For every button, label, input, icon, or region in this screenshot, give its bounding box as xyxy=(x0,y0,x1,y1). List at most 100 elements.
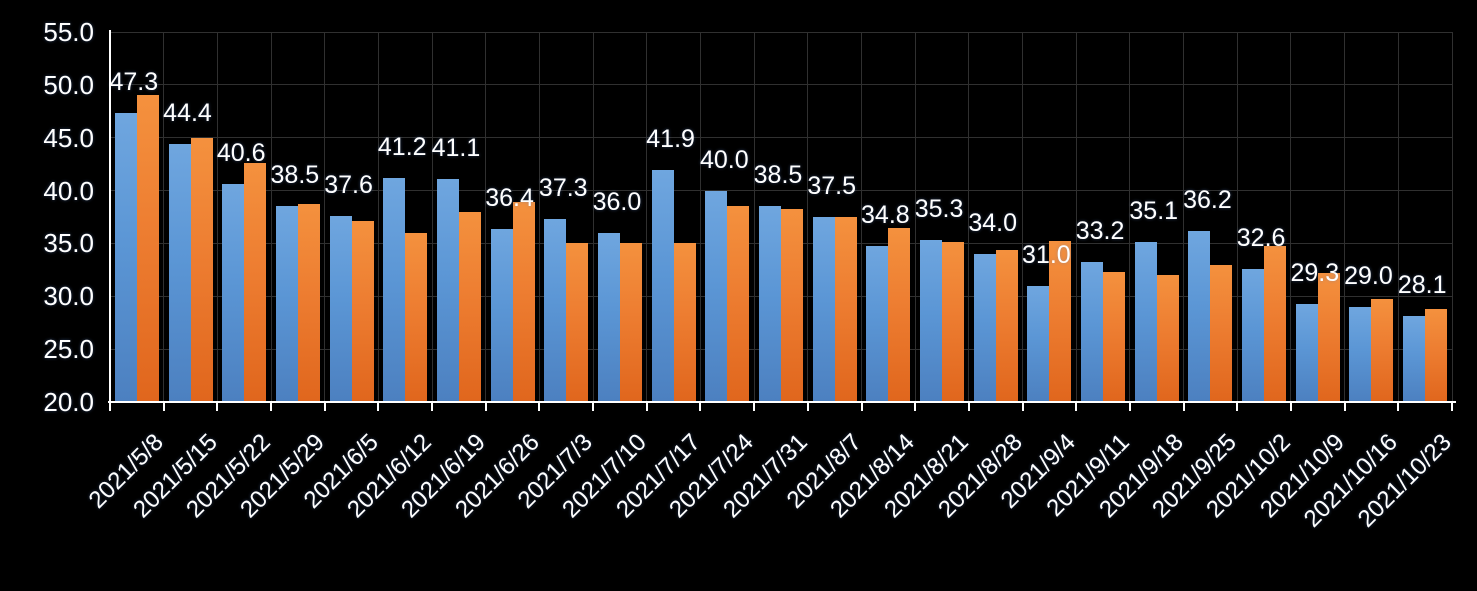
orange-bar[interactable] xyxy=(781,208,803,402)
orange-bar[interactable] xyxy=(190,137,213,402)
vertical-gridline xyxy=(485,32,487,402)
vertical-gridline xyxy=(699,32,701,402)
orange-bar[interactable] xyxy=(727,206,750,402)
y-axis-label: 30.0 xyxy=(43,281,94,312)
orange-bar[interactable] xyxy=(1103,271,1126,402)
y-axis-label: 45.0 xyxy=(43,122,94,153)
orange-bar[interactable] xyxy=(942,242,965,402)
y-axis-label: 40.0 xyxy=(43,175,94,206)
blue-bar[interactable] xyxy=(597,232,620,402)
x-axis-tick xyxy=(1397,402,1400,411)
blue-bar[interactable] xyxy=(1403,316,1426,402)
orange-bar[interactable] xyxy=(458,211,481,402)
data-label: 38.5 xyxy=(753,161,803,190)
blue-bar[interactable] xyxy=(651,170,674,402)
x-axis-tick xyxy=(538,402,541,411)
data-label: 36.2 xyxy=(1183,185,1232,214)
vertical-gridline xyxy=(216,32,218,402)
orange-bar[interactable] xyxy=(512,202,535,402)
x-axis-tick xyxy=(1289,402,1292,411)
blue-bar[interactable] xyxy=(973,254,996,402)
x-axis-tick xyxy=(967,402,970,411)
data-label: 44.4 xyxy=(163,99,212,128)
x-axis-tick xyxy=(1021,402,1024,411)
vertical-gridline xyxy=(324,32,326,402)
orange-bar[interactable] xyxy=(673,243,696,402)
orange-bar[interactable] xyxy=(619,243,642,402)
y-axis-label: 20.0 xyxy=(43,387,94,417)
blue-bar[interactable] xyxy=(383,177,406,402)
vertical-gridline xyxy=(163,32,165,402)
blue-bar[interactable] xyxy=(114,113,137,402)
blue-bar[interactable] xyxy=(1295,303,1318,402)
y-axis-label: 25.0 xyxy=(43,334,94,365)
vertical-gridline xyxy=(1397,32,1399,402)
vertical-gridline xyxy=(270,32,272,402)
blue-bar[interactable] xyxy=(329,215,352,402)
data-label: 28.1 xyxy=(1397,271,1447,300)
blue-bar[interactable] xyxy=(705,190,728,402)
orange-bar[interactable] xyxy=(566,243,589,402)
blue-bar[interactable] xyxy=(275,206,298,402)
x-axis-tick xyxy=(1075,402,1078,411)
data-label: 35.1 xyxy=(1129,197,1179,226)
data-label: 34.0 xyxy=(968,209,1018,237)
x-axis-line xyxy=(108,401,1456,403)
x-axis-tick xyxy=(1451,402,1453,411)
vertical-gridline xyxy=(1183,32,1185,402)
orange-bar[interactable] xyxy=(1425,308,1448,402)
orange-bar[interactable] xyxy=(351,221,374,402)
vertical-gridline xyxy=(592,32,594,402)
vertical-gridline xyxy=(753,32,755,402)
data-label: 37.6 xyxy=(324,170,373,199)
orange-bar[interactable] xyxy=(1371,299,1394,402)
data-label: 31.0 xyxy=(1022,240,1071,269)
blue-bar[interactable] xyxy=(1081,262,1104,402)
blue-bar[interactable] xyxy=(1349,306,1372,402)
orange-bar[interactable] xyxy=(297,204,320,402)
blue-bar[interactable] xyxy=(544,219,567,402)
blue-bar[interactable] xyxy=(168,144,191,402)
data-label: 35.3 xyxy=(914,195,964,224)
vertical-gridline xyxy=(1451,32,1453,402)
blue-bar[interactable] xyxy=(920,240,943,402)
data-label: 40.6 xyxy=(216,139,266,168)
data-label: 41.9 xyxy=(646,125,695,154)
orange-bar[interactable] xyxy=(888,227,911,402)
x-axis-tick xyxy=(484,402,487,411)
orange-bar[interactable] xyxy=(1264,245,1287,402)
x-axis-tick xyxy=(1236,402,1239,411)
x-axis-tick xyxy=(431,402,434,411)
vertical-gridline xyxy=(914,32,916,402)
orange-bar[interactable] xyxy=(1156,275,1179,402)
orange-bar[interactable] xyxy=(1317,273,1340,402)
vertical-gridline xyxy=(538,32,540,402)
y-axis-label: 50.0 xyxy=(43,69,94,100)
x-axis-tick xyxy=(1182,402,1185,411)
orange-bar[interactable] xyxy=(244,163,267,402)
y-axis-label: 55.0 xyxy=(43,17,94,47)
vertical-gridline xyxy=(1022,32,1024,402)
orange-bar[interactable] xyxy=(1049,241,1072,402)
orange-bar[interactable] xyxy=(405,232,428,402)
blue-bar[interactable] xyxy=(866,245,889,402)
blue-bar[interactable] xyxy=(1134,242,1157,402)
orange-bar[interactable] xyxy=(834,217,857,402)
blue-bar[interactable] xyxy=(759,206,781,402)
blue-bar[interactable] xyxy=(1027,285,1050,402)
vertical-gridline xyxy=(807,32,809,402)
horizontal-gridline xyxy=(110,190,1452,192)
horizontal-gridline xyxy=(110,137,1452,139)
vertical-gridline xyxy=(1075,32,1077,402)
blue-bar[interactable] xyxy=(436,178,459,402)
orange-bar[interactable] xyxy=(136,95,159,402)
orange-bar[interactable] xyxy=(995,249,1018,402)
blue-bar[interactable] xyxy=(812,217,835,402)
blue-bar[interactable] xyxy=(222,184,245,402)
blue-bar[interactable] xyxy=(490,228,513,402)
x-axis-tick xyxy=(1343,402,1346,411)
blue-bar[interactable] xyxy=(1242,268,1265,402)
blue-bar[interactable] xyxy=(1188,230,1211,402)
orange-bar[interactable] xyxy=(1210,264,1233,402)
x-axis-tick xyxy=(323,402,326,411)
